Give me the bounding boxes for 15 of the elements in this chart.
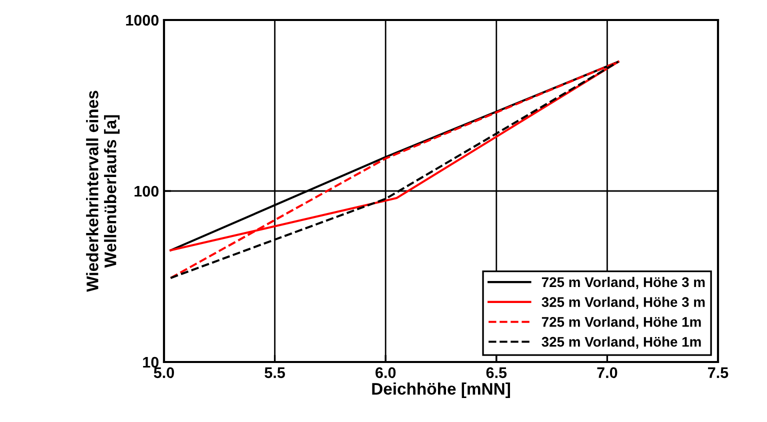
- x-tick-label: 6.5: [486, 367, 507, 378]
- y-tick-label: 100: [134, 186, 159, 197]
- y-axis-title: Wiederkehrintervall eines Wellenüberlaufs [a]: [86, 90, 120, 292]
- x-tick-label: 7.5: [708, 367, 728, 378]
- legend-label: 725 m Vorland, Höhe 1m: [542, 316, 701, 329]
- x-axis-title: Deichhöhe [mNN]: [372, 382, 510, 398]
- x-tick-label: 5.5: [264, 367, 285, 378]
- legend-label: 325 m Vorland, Höhe 3 m: [542, 296, 705, 309]
- y-tick-label: 1000: [126, 14, 159, 26]
- y-tick-label: 10: [143, 356, 159, 368]
- x-tick-label: 7.0: [597, 367, 618, 378]
- legend-label: 325 m Vorland, Höhe 1m: [542, 336, 701, 349]
- x-tick-label: 6.0: [376, 367, 396, 378]
- legend-label: 725 m Vorland, Höhe 3 m: [542, 276, 705, 290]
- x-tick-label: 5.0: [154, 367, 174, 378]
